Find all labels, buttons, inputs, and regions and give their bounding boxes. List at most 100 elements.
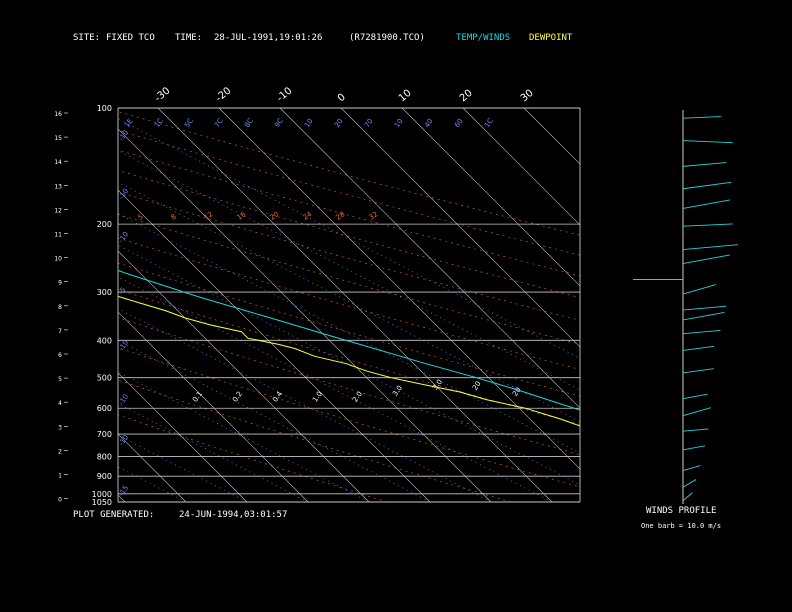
wind-barb [682,140,733,144]
isotherm-line [609,71,792,502]
wind-barb [682,329,721,335]
adiabat-label: 5 [137,213,145,222]
dry-adiabat-line [118,379,512,502]
isotherm-line [340,108,580,348]
wind-barb [682,223,733,227]
adiabat-label: 32 [368,210,380,222]
mid-chart-label: 2.0 [351,390,364,404]
height-tick-label: 2 [58,448,62,455]
dry-adiabat-line [118,130,580,256]
wind-barb [682,305,727,311]
dry-adiabat-line [118,317,580,455]
dry-adiabat-line [118,347,580,488]
pressure-tick-label: 900 [97,472,112,481]
mixing-ratio-line [118,308,492,502]
mixing-ratio-line [118,213,580,454]
isotherm-label: 30 [519,88,536,105]
height-tick-label: 3 [58,424,62,431]
left-edge-label: -10 [117,393,130,407]
mixing-ratio-line [118,181,580,423]
mixing-ratio-label: 70 [363,117,375,129]
mixing-ratio-line [118,339,431,502]
winds-profile-title: WINDS PROFILE [646,506,717,516]
mixing-ratio-line [0,108,64,502]
pressure-tick-label: 1000 [92,490,112,499]
mid-chart-label: 0.1 [191,390,204,404]
isotherm-line [118,189,431,502]
height-tick-label: 4 [58,400,62,407]
height-tick-label: 16 [54,111,62,118]
wind-barb [682,445,706,451]
dry-adiabat-line [118,149,580,277]
left-edge-label: -10 [117,129,130,143]
isotherm-label: -20 [214,85,234,104]
mixing-ratio-line [118,371,370,502]
mixing-ratio-line [118,466,187,502]
temp-profile-line [118,269,580,411]
mixing-ratio-line [118,150,580,391]
adiabat-label: 16 [236,210,248,222]
winds-profile [633,110,739,504]
mid-chart-label: 0.4 [271,390,284,404]
wind-barb [682,199,731,209]
pressure-tick-label: 700 [97,430,112,439]
wind-barb [682,244,739,251]
isotherm-line [118,433,187,502]
adiabat-label: 24 [302,210,314,222]
height-tick-label: 1 [58,473,62,480]
wind-barb [682,116,721,119]
site-label: SITE: [73,33,101,43]
mixing-ratio-label: 1E [123,117,135,129]
pressure-tick-label: 400 [97,336,112,345]
wind-barb [682,428,709,432]
mid-chart-label: 0.2 [231,390,244,404]
dry-adiabat-line [118,111,580,236]
isotherm-label: 20 [458,88,475,105]
isotherm-line [118,128,492,502]
pressure-tick-label: 1050 [92,498,112,507]
mixing-ratio-label: 40 [423,117,435,129]
mixing-ratio-label: 10 [303,117,315,129]
plot-generated-value: 24-JUN-1994,03:01:57 [179,510,288,520]
time-value: 28-JUL-1991,19:01:26 [214,33,323,43]
left-edge-label: -5 [117,286,128,296]
adiabat-label: 28 [335,210,347,222]
isotherm-line [670,71,792,502]
wind-barb [682,254,731,264]
wind-barb [682,479,697,488]
plot-generated-label: PLOT GENERATED: [73,510,155,520]
mid-chart-label: 20 [511,386,523,398]
dry-adiabat-line [118,414,388,502]
mid-chart-label: 1.0 [311,390,324,404]
isotherm-line [218,108,580,470]
mixing-ratio-label: 60 [453,117,465,129]
height-tick-label: 10 [54,256,62,263]
mixing-ratio-label: 20 [333,117,345,129]
left-edge-label: -15 [117,484,130,498]
height-tick-label: 5 [58,376,62,383]
wind-barb [682,311,725,321]
isotherm-line [523,108,580,165]
dewpoint-profile-line [118,295,580,427]
wind-barb [682,393,708,400]
pressure-tick-label: 600 [97,404,112,413]
isotherm-line [0,71,3,502]
legend-temp-winds: TEMP/WINDS [456,33,511,43]
height-tick-label: 7 [58,328,62,335]
dry-adiabat-line [118,262,580,397]
height-tick-label: 8 [58,304,62,311]
mixing-ratio-label: 7C [213,117,225,129]
mid-chart-label: 3.0 [391,384,404,398]
mixing-ratio-label: 5C [183,117,195,129]
isobars [118,107,580,495]
mixing-ratio-line [118,244,580,486]
height-tick-label: 6 [58,352,62,359]
isotherm-line [401,108,580,287]
adiabat-label: 8 [170,213,178,222]
pressure-tick-label: 300 [97,288,112,297]
mid-chart-label: 20 [471,380,483,392]
wind-barb [682,181,732,190]
isotherm-line [548,71,792,502]
mixing-ratio-line [118,276,553,502]
mixing-ratio-line [118,497,126,502]
